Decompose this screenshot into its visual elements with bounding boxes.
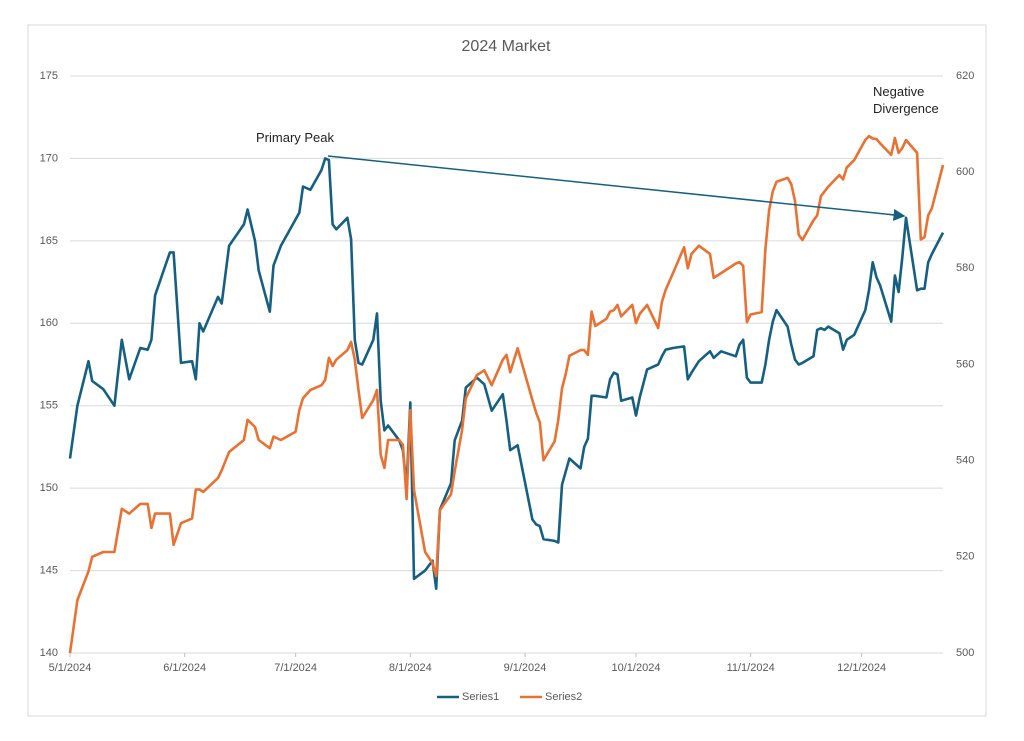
x-tick-label: 7/1/2024: [274, 662, 317, 674]
y2-tick-label: 520: [956, 551, 974, 563]
y-tick-label: 170: [40, 152, 58, 164]
x-tick-label: 11/1/2024: [727, 662, 775, 674]
series-line: [68, 157, 945, 590]
y-tick-label: 175: [40, 70, 58, 82]
x-tick-label: 12/1/2024: [837, 662, 886, 674]
annotation-arrow: [327, 155, 906, 221]
y2-tick-label: 620: [956, 70, 974, 82]
chart-border: [27, 24, 987, 717]
y-tick-label: 155: [40, 400, 58, 412]
annotation: Primary Peak: [256, 130, 335, 145]
annotation: Negative Divergence: [873, 84, 939, 116]
y2-tick-label: 500: [956, 647, 974, 659]
chart-title: 2024 Market: [462, 38, 551, 55]
y-tick-label: 150: [40, 482, 58, 494]
y2-tick-label: 580: [956, 262, 974, 274]
y-tick-label: 165: [40, 235, 58, 247]
x-tick-label: 10/1/2024: [612, 662, 661, 674]
x-tick-label: 6/1/2024: [163, 662, 206, 674]
x-tick-label: 9/1/2024: [504, 662, 547, 674]
legend-label: Series1: [462, 691, 499, 703]
series-line: [68, 134, 945, 654]
y2-tick-label: 540: [956, 455, 974, 467]
y-tick-label: 145: [40, 564, 58, 576]
x-tick-label: 8/1/2024: [389, 662, 432, 674]
x-tick-label: 5/1/2024: [49, 662, 92, 674]
y2-tick-label: 600: [956, 166, 974, 178]
y-tick-label: 160: [40, 317, 58, 329]
y2-tick-label: 560: [956, 358, 974, 370]
y-tick-label: 140: [40, 647, 58, 659]
legend-label: Series2: [545, 691, 582, 703]
